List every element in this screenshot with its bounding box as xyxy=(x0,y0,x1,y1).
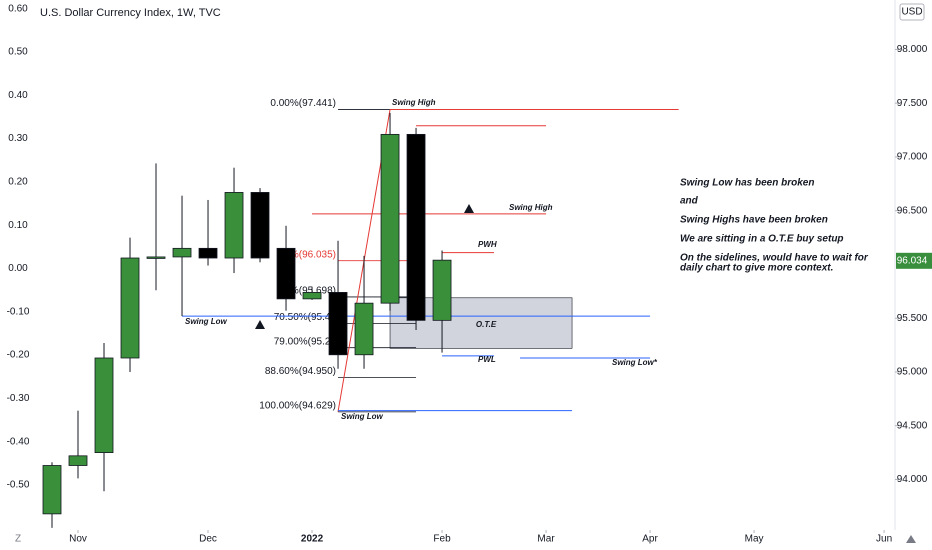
y-tick-label: 95.000 xyxy=(897,367,928,378)
fib-label: 79.00%(95.22 xyxy=(274,336,337,347)
y2-tick-label: -0.40 xyxy=(7,436,30,447)
annotation: Swing Low xyxy=(341,412,384,421)
last-price-label: 96.034 xyxy=(897,255,928,266)
annotation: Swing High xyxy=(392,98,436,107)
annotation: Swing High xyxy=(509,203,553,212)
y-tick-label: 96.500 xyxy=(897,205,928,216)
annotation: Swing Low xyxy=(185,317,228,326)
fib-label: 88.60%(94.950) xyxy=(265,366,336,377)
log-toggle[interactable]: Z xyxy=(15,534,21,545)
y2-tick-label: -0.20 xyxy=(7,350,30,361)
note: We are sitting in a O.T.E buy setup xyxy=(680,234,844,245)
y2-tick-label: 0.10 xyxy=(8,220,28,231)
candle-body xyxy=(120,257,140,359)
candle-body xyxy=(172,247,192,258)
note: daily chart to give more context. xyxy=(680,263,833,274)
y-tick-label: 98.000 xyxy=(897,44,928,55)
candle-body xyxy=(42,465,62,515)
x-tick-label: Jun xyxy=(876,534,892,545)
fib-label: 0%(95.698) xyxy=(284,286,336,297)
last-price-box xyxy=(896,252,932,269)
plot: 98.000 97.500 97.000 96.500 95.500 95.000 94.5… xyxy=(7,3,928,544)
x-tick-label: Dec xyxy=(199,534,217,545)
currency-box[interactable] xyxy=(899,3,925,21)
x-tick-label: Apr xyxy=(642,534,658,545)
candle-body xyxy=(276,247,296,300)
note: and xyxy=(680,196,699,207)
candle-body xyxy=(198,247,218,259)
note: Swing Low has been broken xyxy=(680,178,814,189)
y-tick-label: 97.000 xyxy=(897,152,928,163)
x-tick-label: Feb xyxy=(433,534,451,545)
fib-label: 100.00%(94.629) xyxy=(259,400,336,411)
candle-body xyxy=(68,455,88,466)
y2-tick-label: 0.40 xyxy=(8,90,28,101)
x-tick-label: May xyxy=(745,534,764,545)
note: On the sidelines, would have to wait for xyxy=(680,253,869,264)
annotation: PWH xyxy=(478,240,497,249)
x-tick-label: Mar xyxy=(537,534,555,545)
candle-body xyxy=(406,133,426,321)
x-tick-label: Nov xyxy=(69,534,87,545)
x-tick-label: 2022 xyxy=(301,534,324,545)
fib-label: %(96.035) xyxy=(290,249,336,260)
y2-tick-label: -0.10 xyxy=(7,306,30,317)
annotation: Swing Low* xyxy=(612,358,658,367)
y-tick-label: 94.000 xyxy=(897,474,928,485)
candle-body xyxy=(250,192,270,259)
fib-label: 0.00%(97.441) xyxy=(270,98,336,109)
y2-tick-label: -0.30 xyxy=(7,393,30,404)
y-tick-label: 97.500 xyxy=(897,98,928,109)
settings-icon[interactable] xyxy=(906,535,916,543)
ote-label: O.T.E xyxy=(476,320,497,329)
y2-tick-label: 0.30 xyxy=(8,133,28,144)
fib-label: 70.50%(95.45 xyxy=(274,312,337,323)
warning-icon xyxy=(255,320,265,329)
y2-tick-label: 0.00 xyxy=(8,263,28,274)
y2-tick-label: 0.50 xyxy=(8,47,28,58)
y2-tick-label: 0.20 xyxy=(8,177,28,188)
candle-body xyxy=(302,292,322,300)
chart-title: U.S. Dollar Currency Index, 1W, TVC xyxy=(40,7,221,19)
note: Swing Highs have been broken xyxy=(680,215,828,226)
annotation: PWL xyxy=(478,355,496,364)
y2-tick-label: -0.50 xyxy=(7,480,30,491)
y-tick-label: 95.500 xyxy=(897,313,928,324)
candle-body xyxy=(146,256,166,259)
warning-icon xyxy=(464,204,474,213)
candle-body xyxy=(380,133,400,304)
currency: USD xyxy=(901,7,922,18)
candle-body xyxy=(328,292,348,356)
y2-tick-label: 0.60 xyxy=(8,3,28,14)
y-tick-label: 94.500 xyxy=(897,420,928,431)
candle-body xyxy=(354,302,374,356)
candle-body xyxy=(432,259,452,321)
candle-body xyxy=(94,357,114,453)
candle-body xyxy=(224,192,244,259)
